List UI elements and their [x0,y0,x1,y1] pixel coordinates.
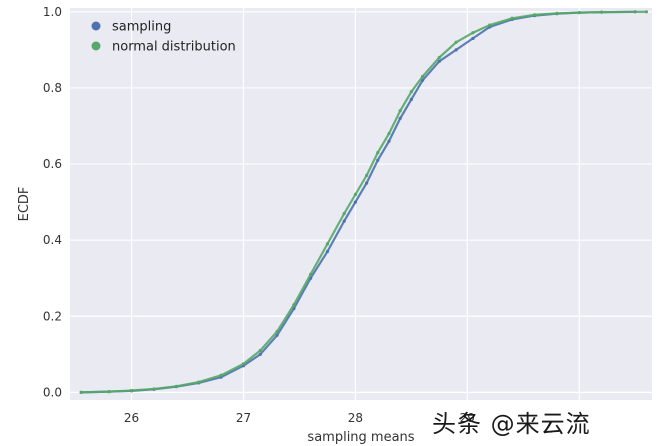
y-tick-label: 0.8 [43,81,62,95]
data-point [353,192,358,197]
legend-marker [91,21,101,31]
data-point [342,219,346,223]
data-point [577,10,581,15]
data-point [454,48,458,52]
y-tick-label: 0.0 [43,385,62,399]
data-point [275,333,279,337]
series-layer [79,10,649,394]
data-point [555,11,559,15]
data-point [532,13,537,17]
watermark: 头条 @来云流 [432,410,591,438]
data-point [79,390,83,394]
data-point [387,139,391,143]
y-tick-label: 0.6 [43,157,62,171]
data-point [342,211,346,216]
y-tick-label: 0.4 [43,233,62,247]
x-tick-label: 26 [124,411,139,425]
legend: sampling normal distribution [91,20,236,55]
data-point [325,249,330,254]
data-point [309,272,313,277]
data-point [387,131,391,136]
data-point [644,10,649,14]
data-point [437,55,441,60]
legend-marker [91,41,101,51]
data-point [129,388,134,393]
data-point [488,23,492,27]
data-point [292,303,296,307]
data-point [353,200,358,204]
x-tick-label: 28 [348,411,363,425]
data-point [152,387,156,391]
data-point [409,97,413,101]
y-axis-label: ECDF [17,187,32,222]
data-point [409,90,413,94]
data-point [364,181,369,185]
data-point [376,151,380,155]
data-point [219,373,223,377]
data-point [107,390,111,394]
x-axis-label: sampling means [307,430,414,445]
data-point [241,362,246,366]
data-point [174,384,178,388]
y-tick-label: 0.2 [43,309,62,323]
data-point [420,78,425,82]
y-tick-label: 1.0 [43,5,62,19]
legend-label: normal distribution [112,40,236,55]
data-point [600,10,604,14]
data-point [398,109,402,113]
data-point [376,158,380,162]
data-point [420,74,425,79]
data-point [454,40,458,44]
x-tick-label: 29 [460,411,475,425]
data-point [258,352,262,356]
data-point [510,16,514,20]
data-point [197,380,201,384]
plot-background [70,8,652,400]
legend-label: sampling [112,20,171,35]
data-point [471,36,475,41]
data-point [325,242,330,246]
ticks: 26 27 28 29 0.0 0.2 0.4 0.6 0.8 1.0 [43,5,475,425]
data-point [364,173,369,178]
data-point [258,348,262,353]
data-point [398,116,402,120]
data-point [437,59,441,63]
data-point [275,329,279,334]
grid [70,8,652,400]
x-tick-label: 27 [236,411,251,425]
data-point [471,31,475,35]
